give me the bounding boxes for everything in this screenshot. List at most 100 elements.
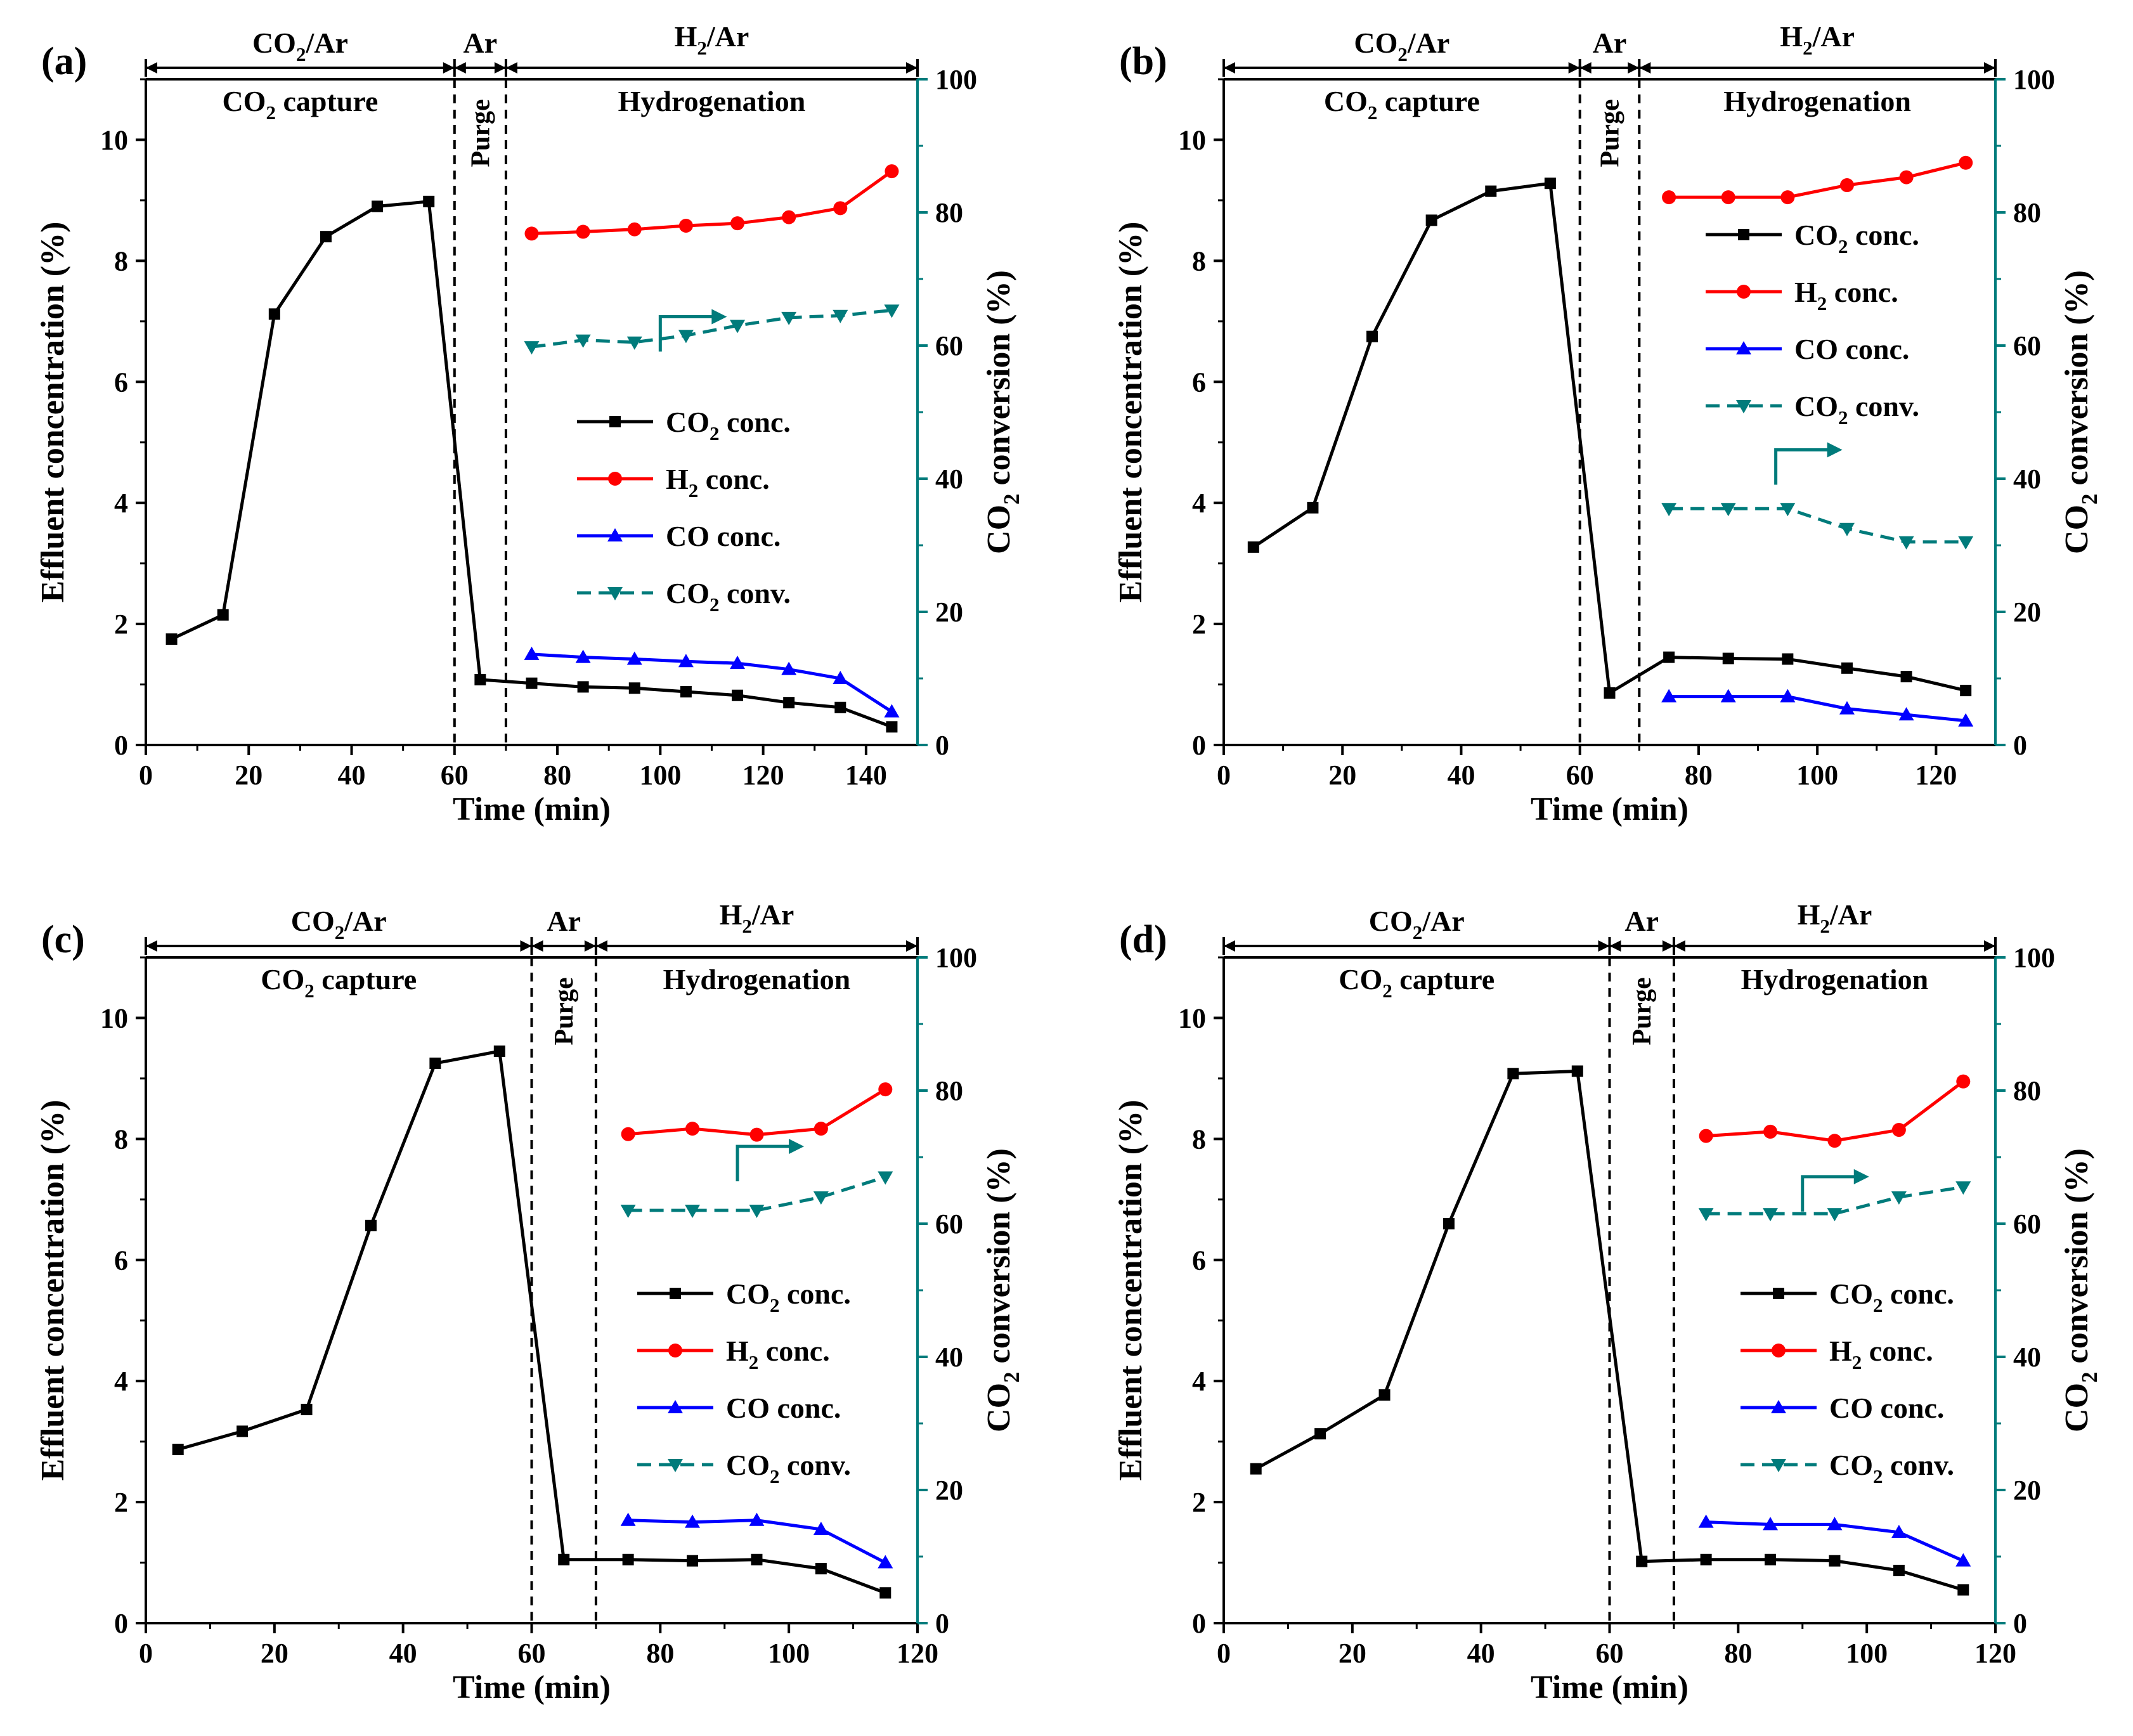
x-axis-label: Time (min)	[453, 1669, 611, 1706]
data-point-conv	[1958, 536, 1974, 550]
gas-label-ar: Ar	[1593, 27, 1627, 59]
data-point-h2	[678, 219, 693, 233]
legend-marker-co2	[1773, 1288, 1784, 1299]
y-tick-label: 6	[114, 366, 128, 398]
y2-tick-label: 100	[2013, 64, 2055, 95]
data-point-co2	[1544, 178, 1556, 190]
legend-label-co-main: CO	[1829, 1392, 1873, 1424]
data-point-co2	[577, 681, 589, 693]
legend-label-conv: CO2 conv.	[1829, 1449, 1954, 1487]
legend-marker-co2	[609, 416, 621, 427]
y-tick-label: 6	[1192, 1245, 1206, 1276]
y-tick-label: 0	[114, 1608, 128, 1639]
legend-label-conv-tail: conv.	[780, 1449, 851, 1481]
legend-marker-co	[1771, 1400, 1786, 1413]
y-tick-label: 2	[114, 609, 128, 640]
gas-arrowhead	[1639, 62, 1651, 74]
x-tick-label: 0	[139, 760, 153, 791]
legend-label-co-main: CO	[1794, 333, 1838, 365]
data-point-h2	[749, 1127, 764, 1142]
data-point-co2	[237, 1425, 249, 1437]
legend-label-co2-main: CO	[1829, 1278, 1873, 1310]
data-point-co	[678, 654, 694, 668]
legend-label-co2-main: CO	[1794, 219, 1838, 251]
x-tick-label: 100	[1846, 1638, 1888, 1669]
gas-arrowhead	[1598, 940, 1610, 952]
data-point-h2	[814, 1122, 828, 1136]
data-point-conv	[1780, 503, 1796, 517]
gas-label-co2-ar: CO2/Ar	[291, 905, 387, 943]
data-point-co2	[526, 677, 538, 689]
legend-label-h2: H2 conc.	[666, 463, 770, 502]
gas-arrowhead	[454, 62, 466, 74]
right-axis-arrowhead	[1827, 442, 1843, 458]
x-tick-label: 100	[639, 760, 681, 791]
x-tick-label: 100	[768, 1638, 810, 1669]
legend-label-co: CO conc.	[1829, 1392, 1944, 1424]
data-point-co2	[628, 682, 640, 694]
y2-axis-label-main: CO	[981, 1383, 1017, 1432]
legend-label-h2-main: H	[726, 1335, 749, 1367]
gas-label-h2-ar-tail: /Ar	[1812, 20, 1855, 53]
gas-arrowhead	[1673, 940, 1685, 952]
data-point-conv	[1763, 1208, 1779, 1222]
y-tick-label: 8	[114, 1124, 128, 1155]
y-tick-label: 2	[1192, 609, 1206, 640]
gas-label-h2-ar-sub: 2	[1803, 37, 1813, 59]
data-point-co	[1898, 707, 1914, 721]
x-tick-label: 140	[845, 760, 887, 791]
data-point-conv	[575, 334, 591, 348]
legend-label-conv-sub: 2	[1873, 1465, 1883, 1487]
legend-label-conv: CO2 conv.	[1794, 390, 1919, 429]
y2-axis-label: CO2 conversion (%)	[981, 1148, 1024, 1432]
gas-arrowhead	[531, 940, 543, 952]
data-point-co2	[783, 697, 795, 709]
data-point-co2	[429, 1058, 441, 1070]
gas-label-h2-ar: H2/Ar	[1780, 20, 1855, 59]
data-point-co	[1839, 701, 1855, 715]
y2-tick-label: 0	[935, 730, 949, 761]
data-point-co2	[320, 231, 332, 243]
y2-tick-label: 80	[2013, 1075, 2041, 1106]
gas-arrowhead	[146, 62, 157, 74]
legend-marker-h2	[608, 472, 622, 486]
x-tick-label: 120	[897, 1638, 938, 1669]
series-line-conv	[1706, 1185, 1964, 1215]
x-tick-label: 120	[1915, 760, 1957, 791]
phase-label-capture-sub: 2	[304, 980, 314, 1002]
data-point-conv	[1720, 503, 1736, 517]
gas-arrowhead	[520, 940, 532, 952]
y2-axis-label-tail: conversion (%)	[981, 1148, 1017, 1371]
y2-tick-label: 40	[935, 463, 963, 495]
legend-marker-conv	[1736, 400, 1751, 413]
legend-marker-co2	[670, 1288, 681, 1299]
data-point-co	[1780, 689, 1796, 703]
series-line-co2	[1255, 1069, 1964, 1591]
data-point-co	[685, 1514, 701, 1528]
gas-arrowhead	[1662, 940, 1674, 952]
data-point-co	[833, 671, 848, 684]
phase-label-capture-tail: capture	[314, 963, 417, 995]
data-point-co	[620, 1512, 636, 1526]
x-tick-label: 20	[1339, 1638, 1366, 1669]
phase-label-purge: Purge	[466, 99, 495, 167]
phase-label-capture-main: CO	[222, 85, 266, 117]
legend-label-h2-main: H	[1794, 276, 1817, 308]
data-point-co2	[1485, 185, 1497, 197]
data-point-co2	[474, 673, 486, 685]
legend: CO2 conc.H2 conc.CO conc.CO2 conv.	[1706, 219, 1919, 429]
x-axis-label: Time (min)	[453, 791, 611, 827]
data-point-co2	[732, 689, 744, 701]
x-tick-label: 40	[338, 760, 366, 791]
y2-tick-label: 0	[2013, 1608, 2027, 1639]
y-tick-label: 2	[1192, 1487, 1206, 1518]
y2-axis-label: CO2 conversion (%)	[2059, 270, 2102, 554]
gas-label-co2-ar-sub: 2	[1397, 43, 1408, 65]
gas-label-h2-ar-tail: /Ar	[751, 898, 794, 931]
data-point-co2	[423, 195, 435, 207]
legend-label-h2: H2 conc.	[726, 1335, 830, 1373]
y2-tick-label: 20	[935, 597, 963, 628]
legend-marker-conv	[1771, 1459, 1786, 1472]
